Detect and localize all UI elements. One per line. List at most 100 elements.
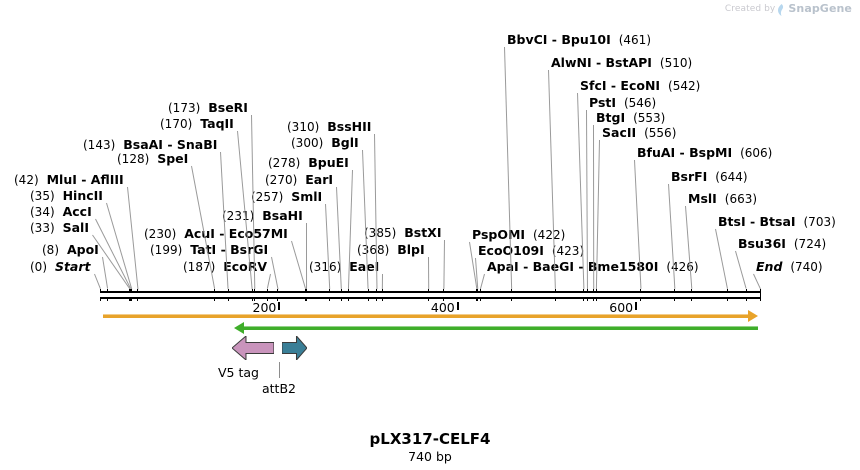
leader-line-apai-baegi-bme1580i <box>479 273 485 290</box>
orange-feature-arrow[interactable] <box>0 310 860 322</box>
enzyme-label-smli[interactable]: (257) SmlI <box>251 190 322 204</box>
enzyme-label-msli[interactable]: MslI (663) <box>688 192 757 206</box>
enzyme-name: BtgI <box>596 110 626 125</box>
enzyme-label-sali[interactable]: (33) SalI <box>30 221 89 235</box>
enzyme-name: BlpI <box>397 242 425 257</box>
enzyme-label-bstxi[interactable]: (385) BstXI <box>364 226 441 240</box>
enzyme-position-bsshii: (310) <box>287 120 320 134</box>
enzyme-name: Bsu36I <box>738 236 786 251</box>
enzyme-position-btsi-btsai: (703) <box>803 215 836 229</box>
restriction-site-tick[interactable] <box>760 289 761 301</box>
enzyme-name: BglI <box>331 135 359 150</box>
enzyme-name: Eco57MI <box>228 226 288 241</box>
enzyme-label-mlui-afliii[interactable]: (42) MluI - AflIII <box>14 173 124 187</box>
enzyme-position-ecorv: (187) <box>183 260 216 274</box>
enzyme-name: MluI <box>46 172 77 187</box>
leader-line-bsu36i <box>735 250 747 290</box>
leader-line-btsi-btsai <box>715 228 728 290</box>
enzyme-label-eari[interactable]: (270) EarI <box>265 173 333 187</box>
enzyme-label-apoi[interactable]: (8) ApoI <box>42 243 99 257</box>
enzyme-label-sfci-econi[interactable]: SfcI - EcoNI (542) <box>580 79 700 93</box>
ruler-label-400: 400 <box>430 300 455 315</box>
enzyme-label-eaei[interactable]: (316) EaeI <box>309 260 379 274</box>
enzyme-label-end[interactable]: End (740) <box>756 260 823 274</box>
enzyme-label-ecorv[interactable]: (187) EcoRV <box>183 260 267 274</box>
enzyme-label-start[interactable]: (0) Start <box>30 260 91 274</box>
enzyme-position-bsaai-snabi: (143) <box>83 138 116 152</box>
enzyme-label-bfuai-bspmi[interactable]: BfuAI - BspMI (606) <box>637 146 772 160</box>
v5-tag-feature-shape <box>232 336 274 360</box>
enzyme-name: ApaI <box>487 259 519 274</box>
enzyme-position-btgi: (553) <box>633 111 666 125</box>
enzyme-name-separator: - <box>591 55 606 70</box>
leader-line-apoi <box>102 256 109 290</box>
enzyme-label-bsu36i[interactable]: Bsu36I (724) <box>738 237 826 251</box>
ruler-tick-600 <box>635 302 638 310</box>
enzyme-position-smli: (257) <box>251 190 284 204</box>
enzyme-label-btgi[interactable]: BtgI (553) <box>596 111 665 125</box>
enzyme-name: Bme1580I <box>587 259 659 274</box>
enzyme-label-bsrfi[interactable]: BsrFI (644) <box>671 170 748 184</box>
enzyme-label-bsaai-snabi[interactable]: (143) BsaAI - SnaBI <box>83 138 217 152</box>
enzyme-label-bgli[interactable]: (300) BglI <box>291 136 359 150</box>
enzyme-position-bsu36i: (724) <box>793 237 827 251</box>
enzyme-position-acui-eco57mi: (230) <box>144 227 177 241</box>
enzyme-position-psti: (546) <box>623 96 657 110</box>
enzyme-label-btsi-btsai[interactable]: BtsI - BtsaI (703) <box>718 215 836 229</box>
enzyme-label-hincii[interactable]: (35) HincII <box>30 189 103 203</box>
enzyme-label-bbvci-bpu10i[interactable]: BbvCI - Bpu10I (461) <box>507 33 651 47</box>
ruler-tick-400 <box>456 302 459 310</box>
enzyme-label-bsahi[interactable]: (231) BsaHI <box>222 209 303 223</box>
v5-tag-feature[interactable] <box>232 336 274 360</box>
enzyme-label-acui-eco57mi[interactable]: (230) AcuI - Eco57MI <box>144 227 288 241</box>
enzyme-name: EcoRV <box>223 259 268 274</box>
enzyme-name-separator: - <box>573 259 588 274</box>
enzyme-label-sacii[interactable]: SacII (556) <box>602 126 676 140</box>
leader-line-bsahi <box>306 222 308 290</box>
enzyme-label-pspomi[interactable]: PspOMI (422) <box>472 228 565 242</box>
ruler-label-200: 200 <box>252 300 277 315</box>
ruler-tick-200 <box>278 302 281 310</box>
leader-line-smli <box>325 203 331 290</box>
enzyme-name: BpuEI <box>308 155 349 170</box>
enzyme-label-psti[interactable]: PstI (546) <box>589 96 656 110</box>
enzyme-label-bpuei[interactable]: (278) BpuEI <box>268 156 349 170</box>
enzyme-position-end: (740) <box>790 260 823 274</box>
enzyme-name: AcuI <box>184 226 215 241</box>
enzyme-position-sali: (33) <box>30 221 55 235</box>
enzyme-name: MslI <box>688 191 717 206</box>
attb2-feature[interactable] <box>281 336 307 360</box>
enzyme-name: EcoNI <box>620 78 661 93</box>
green-feature-arrow-line <box>242 326 759 330</box>
enzyme-position-spei: (128) <box>117 152 150 166</box>
enzyme-name-separator: - <box>216 242 231 257</box>
enzyme-position-ecoo109i: (423) <box>551 244 585 258</box>
green-feature-arrow[interactable] <box>0 322 860 334</box>
enzyme-name: Bpu10I <box>561 32 611 47</box>
enzyme-name: End <box>756 259 783 274</box>
enzyme-name: BsaHI <box>262 208 303 223</box>
enzyme-label-spei[interactable]: (128) SpeI <box>117 152 188 166</box>
enzyme-name: AccI <box>62 204 92 219</box>
enzyme-position-msli: (663) <box>724 192 758 206</box>
enzyme-name: BtsaI <box>759 214 796 229</box>
enzyme-label-bseri[interactable]: (173) BseRI <box>168 101 248 115</box>
attb2-label: attB2 <box>262 381 296 396</box>
enzyme-name: BsaAI <box>123 137 163 152</box>
enzyme-position-bstxi: (385) <box>364 226 397 240</box>
enzyme-name-separator: - <box>606 78 621 93</box>
snapgene-logo-icon <box>778 3 785 16</box>
enzyme-label-ecoo109i[interactable]: EcoO109I (423) <box>478 244 584 258</box>
enzyme-label-taqii[interactable]: (170) TaqII <box>160 117 234 131</box>
enzyme-name: BspMI <box>689 145 733 160</box>
enzyme-position-eaei: (316) <box>309 260 342 274</box>
enzyme-label-alwni-bstapi[interactable]: AlwNI - BstAPI (510) <box>551 56 692 70</box>
plasmid-backbone[interactable] <box>100 291 760 299</box>
enzyme-label-tati-bsrgi[interactable]: (199) TatI - BsrGI <box>150 243 268 257</box>
enzyme-name: BstAPI <box>605 55 652 70</box>
enzyme-label-acci[interactable]: (34) AccI <box>30 205 92 219</box>
page-title: pLX317-CELF4 <box>369 430 491 448</box>
enzyme-position-bpuei: (278) <box>268 156 301 170</box>
enzyme-label-bsshii[interactable]: (310) BssHII <box>287 120 371 134</box>
leader-line-mlui-afliii <box>127 186 139 290</box>
